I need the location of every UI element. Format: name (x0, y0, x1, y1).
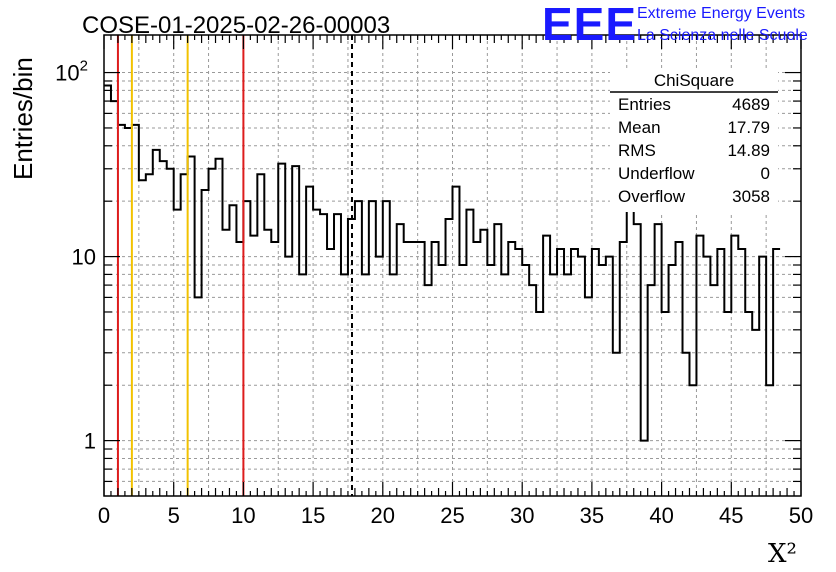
stats-row-value: 17.79 (727, 118, 770, 137)
stats-row-value: 3058 (732, 187, 770, 206)
stats-row-label: Underflow (618, 164, 695, 183)
x-axis-label: X² (768, 539, 797, 569)
x-tick-label: 50 (789, 503, 813, 528)
x-tick-label: 10 (231, 503, 255, 528)
stats-row-value: 0 (761, 164, 770, 183)
stats-row-value: 14.89 (727, 141, 770, 160)
stats-row-label: Entries (618, 95, 671, 114)
logo-line1: Extreme Energy Events (637, 5, 805, 22)
stats-row-label: Mean (618, 118, 661, 137)
stats-box: ChiSquare Entries 4689 Mean 17.79 RMS 14.89 Un… (610, 70, 778, 212)
axis-ticks: 0 5 10 15 20 25 30 35 40 45 50 1 10 102 (55, 35, 813, 528)
x-tick-label: 20 (371, 503, 395, 528)
y-axis-label: Entries/bin (8, 57, 38, 180)
x-tick-label: 45 (719, 503, 743, 528)
grid (104, 35, 801, 496)
reference-lines (116, 35, 353, 496)
x-tick-label: 40 (649, 503, 673, 528)
y-tick-label: 102 (55, 58, 88, 86)
x-tick-label: 35 (580, 503, 604, 528)
y-tick-label: 10 (72, 245, 96, 270)
x-tick-label: 25 (440, 503, 464, 528)
logo-text: EEE (542, 0, 637, 50)
logo-line2: La Scienza nelle Scuole (637, 27, 808, 44)
x-tick-label: 30 (510, 503, 534, 528)
stats-row-label: Overflow (618, 187, 686, 206)
stats-row-label: RMS (618, 141, 656, 160)
histogram-outline (104, 84, 781, 442)
x-tick-label: 15 (301, 503, 325, 528)
stats-box-background (610, 70, 778, 212)
eee-logo: EEE Extreme Energy Events La Scienza nel… (542, 0, 808, 50)
chart-title: COSE-01-2025-02-26-00003 (82, 12, 390, 39)
histogram (104, 84, 781, 442)
y-tick-label: 1 (84, 429, 96, 454)
stats-row-value: 4689 (732, 95, 770, 114)
x-tick-label: 5 (168, 503, 180, 528)
stats-title: ChiSquare (654, 71, 734, 90)
x-tick-label: 0 (98, 503, 110, 528)
